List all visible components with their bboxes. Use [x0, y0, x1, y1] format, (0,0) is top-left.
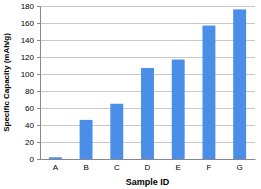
x-tick: D	[145, 163, 151, 172]
x-tick: C	[114, 163, 120, 172]
y-tick: 160	[21, 19, 40, 28]
bars	[49, 9, 246, 159]
grid-line	[40, 40, 255, 41]
y-tick-mark	[37, 91, 40, 92]
y-axis-title: Specific Capacity (mAh/g)	[2, 33, 11, 132]
x-tick-label: C	[114, 163, 120, 172]
bar	[80, 120, 93, 159]
y-tick: 100	[21, 70, 40, 79]
chart: 0 20 40 60 80 100 120 140 160 180 A B C D E F G Sample ID…	[0, 0, 261, 189]
x-tick-label: D	[145, 163, 151, 172]
x-tick: G	[237, 163, 243, 172]
y-axis: 0 20 40 60 80 100 120 140 160 180	[21, 2, 41, 164]
y-tick-label: 140	[21, 36, 35, 45]
y-tick-label: 100	[21, 70, 35, 79]
y-tick-mark	[37, 57, 40, 58]
x-tick-label: G	[237, 163, 243, 172]
y-tick-mark	[37, 6, 40, 7]
y-axis-line	[37, 7, 41, 160]
x-tick-label: A	[53, 163, 59, 172]
x-tick: E	[176, 163, 181, 172]
y-tick: 20	[25, 138, 40, 147]
y-tick-label: 20	[25, 138, 34, 147]
y-tick-mark	[37, 23, 40, 24]
y-tick: 0	[30, 155, 40, 164]
x-axis: A B C D E F G	[41, 160, 256, 172]
grid-line	[40, 23, 255, 24]
y-tick: 180	[21, 2, 40, 11]
y-tick-label: 60	[25, 104, 34, 113]
x-tick-label: B	[83, 163, 88, 172]
y-tick-mark	[37, 40, 40, 41]
y-tick-mark	[37, 125, 40, 126]
y-tick-label: 0	[30, 155, 35, 164]
x-tick: A	[53, 163, 59, 172]
y-tick-label: 40	[25, 121, 34, 130]
x-axis-title: Sample ID	[126, 177, 170, 187]
grid	[40, 6, 255, 159]
x-tick-label: F	[206, 163, 211, 172]
y-tick: 60	[25, 104, 40, 113]
y-tick: 120	[21, 53, 40, 62]
grid-line	[40, 6, 255, 7]
bar	[49, 157, 62, 159]
bar	[233, 9, 246, 159]
bar	[202, 26, 215, 159]
x-axis-line	[41, 159, 256, 160]
bar	[110, 104, 123, 159]
y-tick: 140	[21, 36, 40, 45]
y-tick-mark	[37, 108, 40, 109]
y-tick: 80	[25, 87, 40, 96]
y-tick-mark	[37, 142, 40, 143]
y-tick-label: 80	[25, 87, 34, 96]
x-tick: B	[83, 163, 88, 172]
y-tick-label: 180	[21, 2, 35, 11]
y-tick-label: 120	[21, 53, 35, 62]
y-tick: 40	[25, 121, 40, 130]
x-tick: F	[206, 163, 211, 172]
grid-line	[40, 57, 255, 58]
bar	[141, 68, 154, 159]
bar	[172, 60, 185, 159]
y-tick-mark	[37, 159, 40, 160]
plot-area: 0 20 40 60 80 100 120 140 160 180 A B C D E F G	[21, 2, 256, 172]
x-tick-label: E	[176, 163, 181, 172]
y-tick-mark	[37, 74, 40, 75]
y-tick-label: 160	[21, 19, 35, 28]
